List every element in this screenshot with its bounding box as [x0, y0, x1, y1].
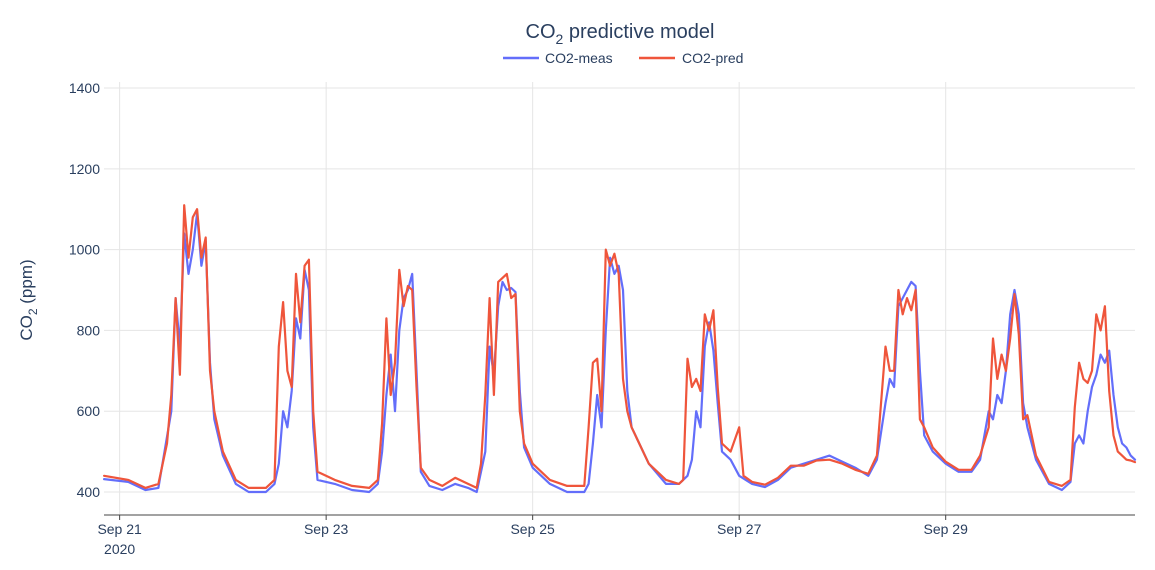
- y-axis-title: CO2 (ppm): [17, 259, 40, 340]
- y-axis-title-rest: (ppm): [17, 259, 36, 308]
- y-axis-ticks: 400 600 800 1000 1200 1400: [69, 80, 100, 500]
- series-line-co2-pred: [103, 204, 1137, 489]
- legend-label-co2-meas: CO2-meas: [545, 50, 613, 66]
- y-tick-label-1000: 1000: [69, 242, 100, 258]
- legend-item-co2-meas[interactable]: CO2-meas: [503, 50, 613, 66]
- plot-area: [103, 204, 1137, 494]
- legend-label-co2-pred: CO2-pred: [682, 50, 743, 66]
- y-tick-label-400: 400: [77, 484, 101, 500]
- y-axis-title-subscript: 2: [26, 308, 40, 315]
- y-tick-label-800: 800: [77, 322, 101, 338]
- x-tick-label-1: Sep 23: [304, 521, 349, 537]
- y-axis-title-main: CO: [17, 315, 36, 341]
- chart-title-subscript: 2: [556, 31, 564, 47]
- y-tick-label-600: 600: [77, 403, 101, 419]
- x-tick-label-0: Sep 21: [97, 521, 142, 537]
- legend-item-co2-pred[interactable]: CO2-pred: [639, 50, 743, 66]
- x-tick-label-2: Sep 25: [510, 521, 555, 537]
- y-tick-label-1200: 1200: [69, 161, 100, 177]
- chart-title: CO2 predictive model: [526, 21, 715, 47]
- chart-title-rest: predictive model: [563, 21, 714, 43]
- x-axis-ticks: Sep 21 2020 Sep 23 Sep 25 Sep 27 Sep 29: [97, 515, 968, 557]
- chart-title-main: CO: [526, 21, 556, 43]
- y-tick-label-1400: 1400: [69, 80, 100, 96]
- x-tick-label-4: Sep 29: [924, 521, 969, 537]
- x-tick-label-3: Sep 27: [717, 521, 762, 537]
- x-tick-year-label-0: 2020: [104, 541, 135, 557]
- legend[interactable]: CO2-meas CO2-pred: [503, 50, 743, 66]
